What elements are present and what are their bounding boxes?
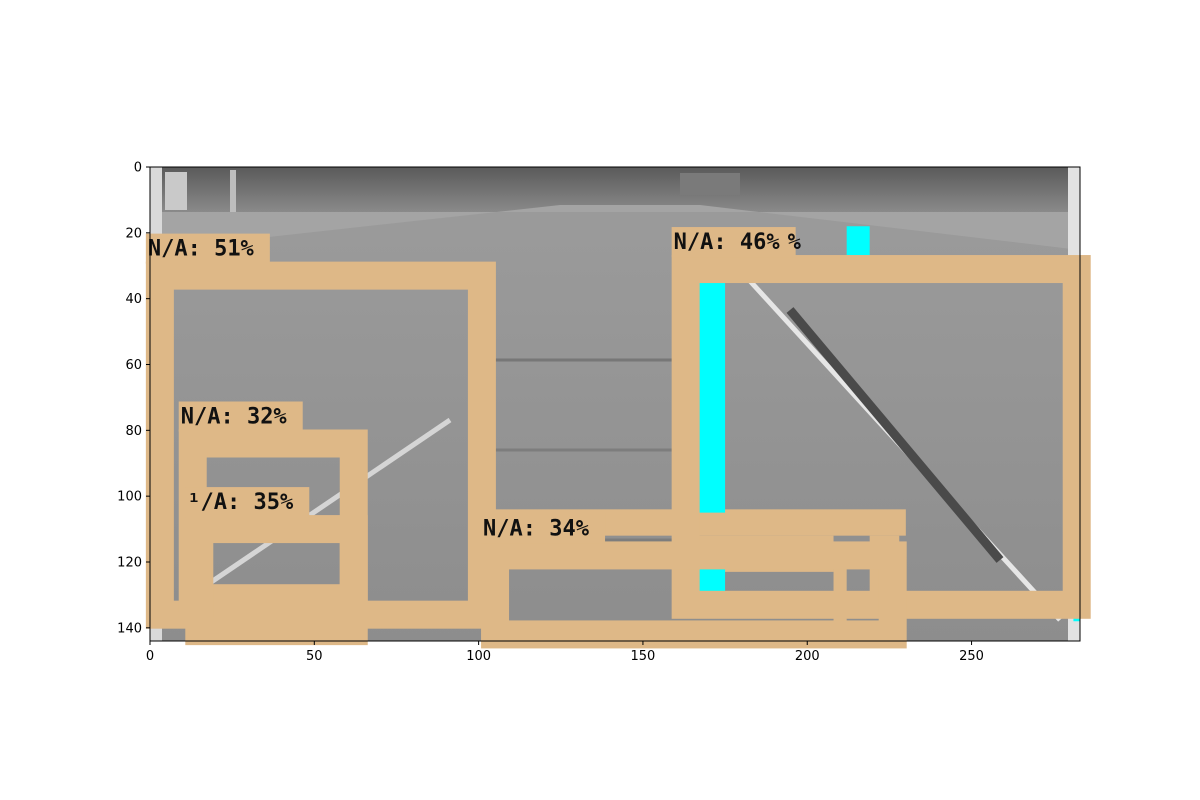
overlay-patch-1 [675,509,906,536]
y-tick-label-1: 20 [125,226,142,241]
cyan-mark-2 [846,226,870,256]
detection-label-4: N/A: 34% [483,516,590,541]
y-tick-label-5: 100 [117,490,142,505]
x-tick-label-2: 100 [466,649,491,664]
detection-label-bg-0 [145,233,270,264]
x-tick-label-4: 200 [795,649,820,664]
detection-labels: N/A: 51% N/A: 46% N/A: 32% ¹/A: 35% N/A: 34%… [145,227,802,544]
detection-label-1: N/A: 46% [674,230,781,255]
cyan-layer [698,226,1080,622]
x-tick-label-5: 250 [959,649,984,664]
detection-label-bg-1 [671,227,796,258]
detection-box-0 [145,261,496,629]
detection-label-bg-3 [185,487,310,518]
y-tick-label-3: 60 [125,358,142,373]
x-tick-label-3: 150 [631,649,656,664]
y-tick-label-2: 40 [125,292,142,307]
detection-label-0: N/A: 51% [148,237,255,262]
detection-box-4 [481,541,907,649]
detection-boxes [145,255,1091,649]
cyan-mark-0 [698,282,726,513]
x-axis-ticks: 0 50 100 150 200 250 [146,641,984,664]
label-fragment: % [788,230,802,255]
y-tick-label-0: 0 [134,161,142,176]
y-tick-label-6: 120 [117,556,142,571]
axes-frame [149,166,1081,642]
detection-box-3 [185,515,368,646]
y-axis-ticks: 0 20 40 60 80 100 120 140 [117,161,150,636]
y-tick-label-7: 140 [117,621,142,636]
y-tick-label-4: 80 [125,424,142,439]
detection-label-bg-2 [178,401,303,432]
x-tick-label-0: 0 [146,649,154,664]
x-tick-label-1: 50 [306,649,323,664]
detection-label-3: ¹/A: 35% [187,490,294,515]
detection-label-2: N/A: 32% [181,405,288,430]
detection-label-bg-4 [481,513,606,544]
